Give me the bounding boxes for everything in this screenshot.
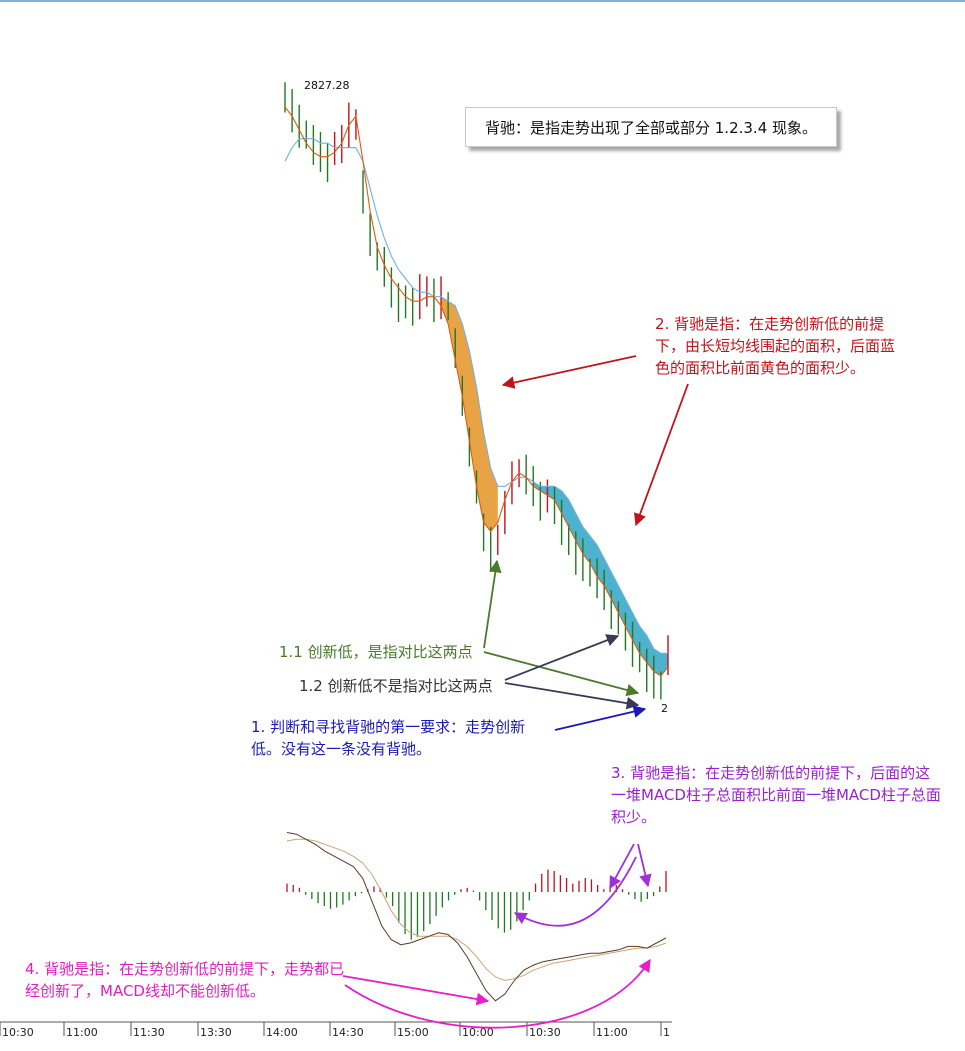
arrow-pink-curve	[344, 958, 651, 1029]
macd-dif-line	[286, 832, 667, 1002]
time-tick-label-5: 14:00	[266, 1026, 298, 1039]
time-tick-label-2: 11:00	[66, 1026, 98, 1039]
time-tick-label-11: 1	[663, 1026, 670, 1039]
time-tick-label-10: 11:00	[596, 1026, 628, 1039]
title-text: 背驰：是指走势出现了全部或部分 1.2.3.4 现象。	[484, 118, 818, 137]
arrow-dark-up	[504, 634, 620, 681]
note-3: 3. 背驰是指：在走势创新低的前提下，后面的这一堆MACD柱子总面积比前面一堆M…	[611, 764, 941, 826]
time-tick-label-3: 11:30	[133, 1026, 165, 1039]
note-1-1: 1.1 创新低，是指对比这两点	[279, 643, 473, 661]
low-price-label: 2	[661, 702, 668, 715]
arrow-purple-curve	[513, 856, 637, 927]
note-2: 2. 背驰是指：在走势创新低的前提下，由长短均线围起的面积，后面蓝色的面积比前面…	[655, 315, 896, 377]
arrow-to-orange-area	[501, 355, 637, 389]
blue-area	[533, 481, 668, 676]
note-4: 4. 背驰是指：在走势创新低的前提下，走势都已经创新了，MACD线却不能创新低。	[25, 960, 345, 1000]
note-1: 1. 判断和寻找背驰的第一要求：走势创新低。没有这一条没有背驰。	[251, 718, 526, 758]
arrow-dark-right	[504, 682, 640, 710]
macd-dea-line	[286, 838, 667, 981]
ma-slow-line	[284, 138, 668, 654]
arrow-green-right	[483, 651, 640, 697]
ma-fast-line	[284, 106, 669, 677]
time-tick-label-7: 15:00	[397, 1026, 429, 1039]
time-tick-label-9: 10:30	[529, 1026, 561, 1039]
time-tick-label-4: 13:30	[200, 1026, 232, 1039]
arrow-blue	[554, 705, 647, 731]
time-tick-label-6: 14:30	[332, 1026, 364, 1039]
high-price-label: 2827.28	[304, 79, 350, 92]
title-box: 背驰：是指走势出现了全部或部分 1.2.3.4 现象。	[465, 107, 837, 147]
arrow-purple-left	[609, 843, 635, 890]
arrow-to-blue-area	[634, 383, 689, 527]
arrow-purple-right	[637, 843, 652, 888]
note-1-2: 1.2 创新低不是指对比这两点	[299, 677, 493, 695]
arrow-pink-straight	[342, 975, 490, 1006]
arrow-green-up	[483, 559, 502, 649]
window-top-border	[0, 0, 965, 2]
time-tick-label-1: 10:30	[2, 1026, 34, 1039]
time-tick-label-8: 10:00	[462, 1026, 494, 1039]
